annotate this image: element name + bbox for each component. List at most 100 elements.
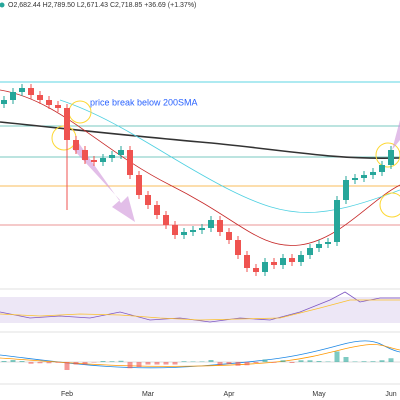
candle-body (226, 232, 232, 240)
macd-hist (217, 362, 223, 365)
candle-body (217, 220, 223, 232)
x-tick-label: Mar (142, 391, 155, 398)
x-tick-label: May (312, 391, 326, 398)
macd-hist (136, 362, 142, 367)
candle-body (199, 228, 205, 230)
macd-hist (190, 361, 196, 362)
candle-body (145, 195, 151, 205)
macd-hist (370, 361, 376, 362)
candle-body (370, 172, 376, 175)
macd-hist (379, 360, 385, 362)
candle-body (46, 100, 52, 105)
candle-body (127, 150, 133, 175)
macd-hist (91, 362, 97, 363)
candle-body (235, 240, 241, 255)
macd-hist (289, 362, 295, 363)
x-tick-label: Feb (61, 391, 73, 398)
highlight-circle (375, 142, 400, 168)
macd-hist (244, 362, 250, 366)
highlight-circle (379, 192, 400, 218)
arrow (72, 142, 135, 222)
candle-body (100, 158, 106, 162)
candle-body (55, 105, 61, 108)
macd-hist (73, 362, 79, 365)
candle-body (334, 200, 340, 242)
candle-body (298, 255, 304, 262)
macd-hist (343, 357, 349, 362)
macd-hist (325, 361, 331, 362)
macd-hist (262, 359, 268, 362)
candle-body (388, 150, 394, 165)
macd-hist (154, 362, 160, 365)
macd-hist (226, 362, 232, 364)
candle-body (28, 88, 34, 95)
macd-hist (307, 360, 313, 362)
candle-body (154, 205, 160, 215)
macd-hist (361, 361, 367, 362)
macd-line (0, 340, 400, 369)
ohlc-header: O2,682.44 H2,789.50 L2,671.43 C2,718.85 … (8, 2, 196, 9)
candle-body (1, 100, 7, 104)
macd-hist (388, 358, 394, 362)
candle-body (19, 88, 25, 92)
macd-hist (199, 361, 205, 362)
candle-body (316, 244, 322, 248)
macd-hist (10, 360, 16, 362)
x-tick-label: Apr (224, 391, 236, 398)
candle-body (136, 175, 142, 195)
candle-body (307, 248, 313, 255)
candle-body (325, 242, 331, 244)
sma-200 (0, 121, 400, 160)
candle-body (91, 160, 97, 162)
candle-body (343, 180, 349, 200)
macd-signal (0, 344, 400, 367)
macd-hist (334, 351, 340, 362)
macd-hist (46, 362, 52, 364)
candle-body (262, 262, 268, 272)
macd-hist (181, 361, 187, 362)
macd-hist (109, 361, 115, 362)
x-tick-label: Jun (385, 391, 396, 398)
macd-hist (118, 360, 124, 362)
annotation: price break below 200SMA (90, 97, 198, 107)
macd-hist (208, 360, 214, 362)
candle-body (10, 92, 16, 100)
rsi-band (0, 297, 400, 323)
macd-hist (298, 360, 304, 362)
macd-hist (271, 362, 277, 363)
candle-body (163, 215, 169, 225)
macd-hist (55, 362, 61, 363)
candle-body (379, 165, 385, 172)
rsi-line (0, 291, 400, 323)
candle-body (361, 175, 367, 178)
macd-hist (28, 362, 34, 364)
macd-hist (280, 360, 286, 362)
macd-hist (145, 362, 151, 365)
candle-body (208, 220, 214, 228)
candle-body (289, 258, 295, 262)
candle-body (181, 232, 187, 235)
macd-hist (172, 362, 178, 365)
rsi-ma (0, 299, 400, 321)
candle-body (118, 150, 124, 155)
macd-hist (82, 362, 88, 365)
macd-hist (19, 361, 25, 362)
candle-body (64, 108, 70, 140)
sma-red (0, 89, 400, 246)
candle-body (37, 95, 43, 100)
macd-hist (64, 362, 70, 370)
macd-hist (163, 362, 169, 365)
macd-hist (253, 362, 259, 363)
candle-body (109, 155, 115, 158)
macd-hist (100, 361, 106, 362)
candle-body (244, 255, 250, 268)
candle-body (280, 258, 286, 265)
macd-hist (316, 361, 322, 362)
candle-body (352, 178, 358, 180)
status-dot (0, 2, 5, 8)
candle-body (82, 150, 88, 160)
candle-body (172, 225, 178, 235)
macd-hist (127, 362, 133, 369)
macd-hist (235, 362, 241, 366)
